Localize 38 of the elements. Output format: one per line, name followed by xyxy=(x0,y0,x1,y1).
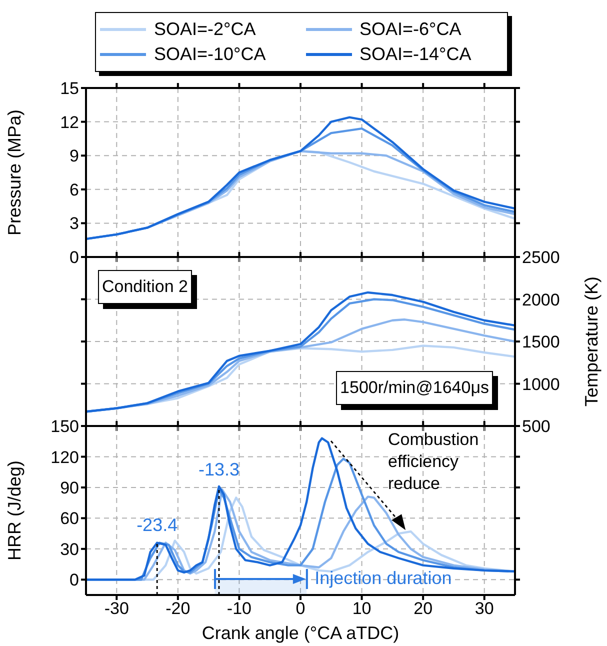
y2-axis-title: Temperature (K) xyxy=(581,276,602,407)
annotation: 1500r/min@1640μs xyxy=(336,371,493,405)
x-tick-label: 20 xyxy=(414,599,433,618)
x-tick-label: -30 xyxy=(104,599,129,618)
y-tick-label: 30 xyxy=(60,540,79,559)
y2-tick-label: 1000 xyxy=(522,374,560,394)
y-tick-label: 90 xyxy=(60,478,79,498)
y2-tick-label: 2500 xyxy=(522,248,560,268)
legend-label: SOAI=-2°CA xyxy=(154,19,256,40)
x-tick-label: 0 xyxy=(296,599,306,618)
x-tick-label: 30 xyxy=(474,599,494,618)
annotation: -23.4 xyxy=(136,514,178,535)
band-label: Injection duration xyxy=(314,567,452,589)
y-tick-label: 9 xyxy=(70,146,79,166)
y-tick-label: 150 xyxy=(50,417,79,436)
annotation: Condition 2 xyxy=(98,270,192,304)
x-axis-title: Crank angle (°CA aTDC) xyxy=(202,623,400,643)
x-tick-label: -20 xyxy=(166,599,190,618)
legend-label: SOAI=-14°CA xyxy=(360,44,472,65)
y-tick-label: 12 xyxy=(60,112,79,132)
legend-label: SOAI=-10°CA xyxy=(154,44,266,65)
y-tick-label: 120 xyxy=(50,448,79,467)
legend-label: SOAI=-6°CA xyxy=(360,19,462,40)
y-tick-label: 60 xyxy=(60,509,79,528)
x-tick-label: -10 xyxy=(226,599,252,618)
y2-tick-label: 1500 xyxy=(522,332,560,352)
annotation: Combustion efficiency reduce xyxy=(388,429,480,495)
y-tick-label: 3 xyxy=(70,214,79,234)
y2-tick-label: 500 xyxy=(522,417,550,436)
y-tick-label: 15 xyxy=(60,79,79,98)
y-tick-label: 6 xyxy=(70,180,79,200)
annotation: -13.3 xyxy=(198,459,240,480)
y-axis-title: Pressure (MPa) xyxy=(4,109,24,236)
y-axis-title: HRR (J/deg) xyxy=(4,460,24,561)
y-tick-label: 0 xyxy=(70,248,79,268)
y-tick-label: 0 xyxy=(70,570,79,590)
y2-tick-label: 2000 xyxy=(522,290,560,310)
x-tick-label: 10 xyxy=(352,599,372,618)
